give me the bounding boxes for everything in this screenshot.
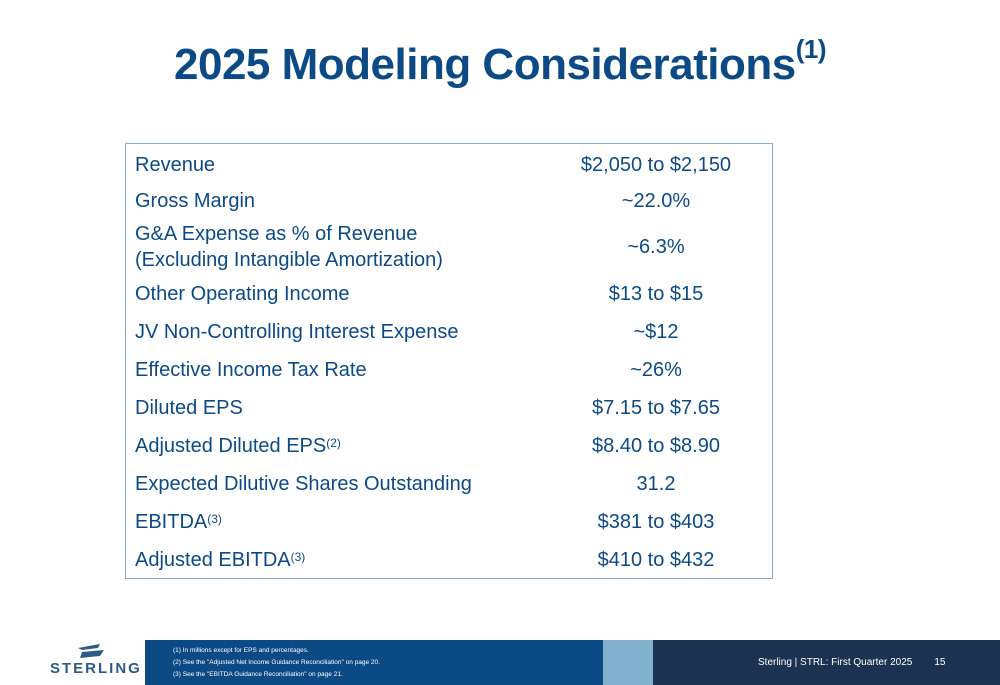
row-label-footnote: (3) (207, 512, 222, 526)
table-row: G&A Expense as % of Revenue (Excluding I… (126, 219, 772, 275)
row-label: Effective Income Tax Rate (135, 359, 367, 381)
row-value: ~$12 (633, 320, 679, 343)
sterling-logo-icon (78, 644, 104, 658)
row-label-footnote: (2) (326, 436, 341, 450)
row-label: Other Operating Income (135, 283, 350, 305)
table-row: EBITDA(3) $381 to $403 (126, 505, 772, 539)
row-value: $8.40 to $8.90 (592, 434, 720, 457)
row-label-text: Adjusted EBITDA (135, 549, 291, 571)
footnote: (3) See the "EBITDA Guidance Reconciliat… (173, 671, 343, 678)
row-value: $381 to $403 (597, 510, 715, 533)
footer-notes-panel (145, 640, 603, 685)
row-value: 31.2 (636, 472, 676, 495)
row-label: Expected Dilutive Shares Outstanding (135, 473, 472, 495)
page-title-footnote: (1) (795, 34, 827, 64)
row-label: G&A Expense as % of Revenue (Excluding I… (135, 223, 443, 271)
footnote: (2) See the "Adjusted Net Income Guidanc… (173, 659, 380, 666)
row-value: ~22.0% (621, 189, 691, 212)
row-value: $2,050 to $2,150 (580, 153, 732, 176)
row-label: Adjusted Diluted EPS(2) (135, 433, 515, 459)
table-row: Effective Income Tax Rate ~26% (126, 353, 772, 387)
table-row: Adjusted Diluted EPS(2) $8.40 to $8.90 (126, 429, 772, 463)
row-label-text: EBITDA (135, 511, 208, 533)
footer-accent (603, 640, 653, 685)
row-label: Adjusted EBITDA(3) (135, 547, 515, 573)
row-label: Revenue (135, 154, 216, 176)
table-row: Other Operating Income $13 to $15 (126, 277, 772, 311)
footnotes: (1) In millions except for EPS and perce… (173, 645, 380, 681)
table-row: JV Non-Controlling Interest Expense ~$12 (126, 315, 772, 349)
page-title-text: 2025 Modeling Considerations (174, 40, 796, 89)
row-value: ~26% (630, 358, 682, 381)
table-row: Gross Margin ~22.0% (126, 184, 772, 218)
table-row: Revenue $2,050 to $2,150 (126, 148, 772, 182)
modeling-table: Revenue $2,050 to $2,150 Gross Margin ~2… (125, 143, 773, 579)
table-row: Diluted EPS $7.15 to $7.65 (126, 391, 772, 425)
row-value: $13 to $15 (608, 282, 704, 305)
row-label: Gross Margin (135, 190, 256, 212)
row-value: $410 to $432 (597, 548, 715, 571)
row-label-footnote: (3) (290, 550, 306, 564)
row-value: ~6.3% (627, 235, 685, 258)
logo-text: STERLING (50, 660, 142, 677)
page-title: 2025 Modeling Considerations(1) (0, 34, 1000, 90)
row-label: EBITDA(3) (135, 509, 515, 535)
page-label: Sterling | STRL: First Quarter 2025 (758, 657, 913, 668)
sterling-logo: STERLING (40, 640, 145, 685)
row-value: $7.15 to $7.65 (592, 396, 720, 419)
table-row: Expected Dilutive Shares Outstanding 31.… (126, 467, 772, 501)
footnote: (1) In millions except for EPS and perce… (173, 647, 309, 654)
page-info: Sterling | STRL: First Quarter 2025 15 (758, 657, 945, 668)
table-row: Adjusted EBITDA(3) $410 to $432 (126, 543, 772, 577)
row-label-text: Adjusted Diluted EPS (135, 435, 327, 457)
footer-bar: STERLING (1) In millions except for EPS … (0, 640, 1000, 685)
row-label: Diluted EPS (135, 397, 243, 419)
row-label: JV Non-Controlling Interest Expense (135, 321, 459, 343)
page-number: 15 (934, 657, 946, 668)
footer-info-panel (653, 640, 1000, 685)
